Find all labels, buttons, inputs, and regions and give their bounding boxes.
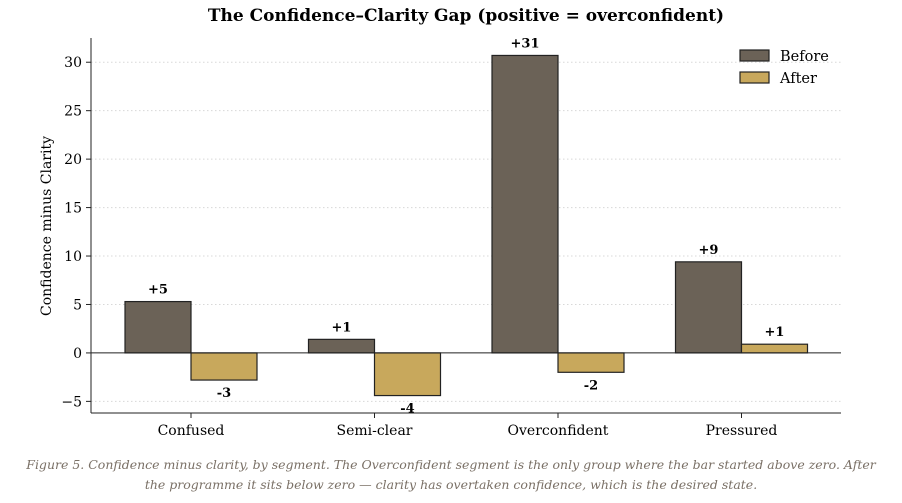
data-label: -2 [584, 378, 598, 393]
bar-before [674, 261, 743, 354]
x-tick-label: Confused [158, 423, 225, 439]
bar-before [124, 300, 192, 354]
data-label: +1 [765, 325, 785, 340]
x-tick-label: Pressured [706, 423, 778, 439]
y-tick-label: 10 [64, 249, 82, 265]
data-label: +9 [699, 243, 719, 258]
y-tick-label: 15 [64, 201, 82, 217]
x-tick-label: Semi-clear [336, 423, 412, 439]
legend-swatch-after [739, 71, 770, 84]
data-label: -4 [400, 402, 414, 417]
data-label: +31 [511, 36, 540, 51]
chart: The Confidence–Clarity Gap (positive = o… [39, 6, 841, 439]
x-tick-label: Overconfident [508, 423, 609, 439]
caption-line-2: the programme it sits below zero — clari… [144, 477, 758, 492]
legend-swatch-before [739, 49, 770, 62]
bar-before [307, 338, 376, 354]
y-axis-label: Confidence minus Clarity [39, 136, 55, 316]
figure-caption: Figure 5. Confidence minus clarity, by s… [20, 455, 882, 495]
data-label: -3 [217, 386, 231, 401]
y-tick-label: 5 [73, 297, 82, 313]
y-tick-label: 30 [64, 55, 82, 71]
caption-line-1: Figure 5. Confidence minus clarity, by s… [26, 457, 876, 472]
data-label: +5 [148, 283, 168, 298]
y-tick-label: −5 [61, 394, 82, 410]
bar-after [373, 352, 442, 397]
y-tick-label: 20 [64, 152, 82, 168]
y-tick-label: 0 [73, 346, 82, 362]
chart-title: The Confidence–Clarity Gap (positive = o… [208, 6, 724, 26]
legend-label: Before [780, 49, 829, 65]
bar-after [557, 352, 625, 373]
bar-before [491, 54, 559, 354]
bar-after [190, 352, 258, 381]
legend-label: After [779, 71, 817, 87]
y-tick-label: 25 [64, 104, 82, 120]
data-label: +1 [332, 320, 352, 335]
bar-after [740, 343, 809, 354]
